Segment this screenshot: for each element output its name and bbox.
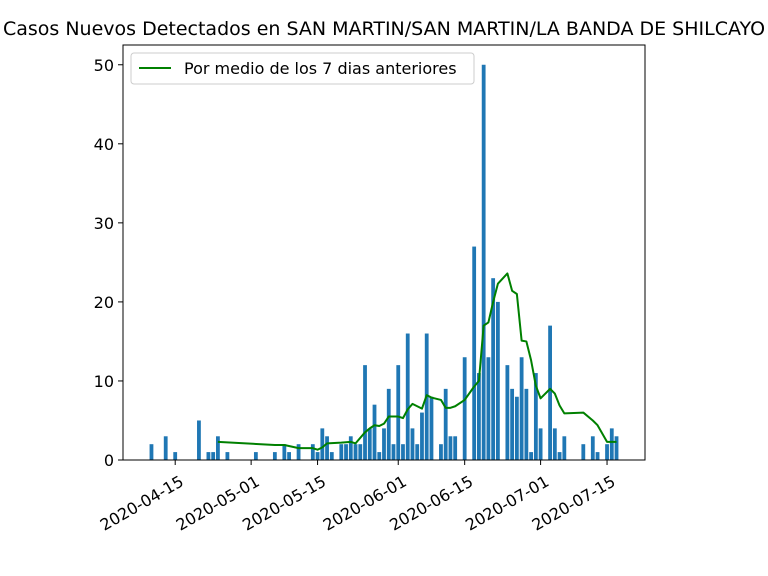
bar [197, 420, 201, 460]
bar [372, 404, 377, 460]
bar [420, 412, 424, 460]
bar [505, 365, 510, 460]
bar [211, 452, 216, 460]
bar [382, 428, 386, 460]
bar [320, 428, 325, 460]
bar [448, 436, 453, 460]
bar [581, 444, 586, 460]
bar [614, 436, 619, 460]
bar [552, 428, 557, 460]
bar [609, 428, 614, 460]
bar [310, 444, 315, 460]
y-tick-label: 20 [94, 293, 114, 312]
bar [339, 444, 344, 460]
bar [358, 444, 363, 460]
bar [173, 452, 178, 460]
moving-average-line [217, 272, 617, 451]
y-tick-label: 0 [104, 451, 114, 470]
bar [282, 444, 287, 460]
bar [524, 388, 529, 460]
bar [529, 452, 534, 460]
y-tick-label: 10 [94, 372, 114, 391]
bar [439, 444, 443, 460]
bar [367, 428, 372, 460]
bar-series [149, 64, 619, 460]
bar [401, 444, 405, 460]
bar [344, 444, 348, 460]
bar [348, 436, 353, 460]
y-tick-label: 40 [94, 135, 114, 154]
bar [272, 452, 277, 460]
bar [548, 325, 552, 460]
chart-title: Casos Nuevos Detectados en SAN MARTIN/SA… [3, 18, 765, 40]
bar [519, 357, 524, 460]
bar [590, 436, 595, 460]
bar [605, 444, 609, 460]
bar [472, 246, 477, 460]
bar [477, 373, 481, 460]
legend-label: Por medio de los 7 dias anteriores [184, 59, 457, 78]
plot-frame [122, 44, 646, 461]
bar [225, 452, 230, 460]
bar [491, 278, 496, 460]
bar [325, 436, 329, 460]
line-series [217, 272, 617, 451]
bar [329, 452, 334, 460]
bar [562, 436, 567, 460]
bar [429, 396, 434, 460]
bar [386, 388, 391, 460]
bar [391, 444, 396, 460]
x-tick-label: 2020-04-15 [97, 472, 187, 535]
bar [363, 365, 367, 460]
bar [206, 452, 211, 460]
bar [405, 333, 410, 460]
bar [149, 444, 154, 460]
bar [163, 436, 168, 460]
bar [353, 444, 358, 460]
bar [557, 452, 562, 460]
bar [486, 357, 491, 460]
axes: 010203040502020-04-152020-05-012020-05-1… [94, 44, 646, 535]
bar [495, 301, 500, 460]
bar [533, 373, 538, 460]
legend-box [130, 52, 475, 85]
bar [481, 64, 486, 460]
bar [453, 436, 458, 460]
y-tick-label: 50 [94, 56, 114, 75]
bar [510, 388, 515, 460]
y-tick-label: 30 [94, 214, 114, 233]
bar [315, 452, 320, 460]
bar [377, 452, 382, 460]
bar [415, 444, 420, 460]
bar [410, 428, 415, 460]
bar [514, 396, 519, 460]
legend: Por medio de los 7 dias anteriores [130, 52, 475, 85]
bar [287, 452, 291, 460]
bar [595, 452, 600, 460]
bar [462, 357, 467, 460]
bar [216, 436, 220, 460]
bar [538, 428, 543, 460]
bar [253, 452, 258, 460]
bar [443, 388, 448, 460]
bar [396, 365, 401, 460]
bar [296, 444, 301, 460]
